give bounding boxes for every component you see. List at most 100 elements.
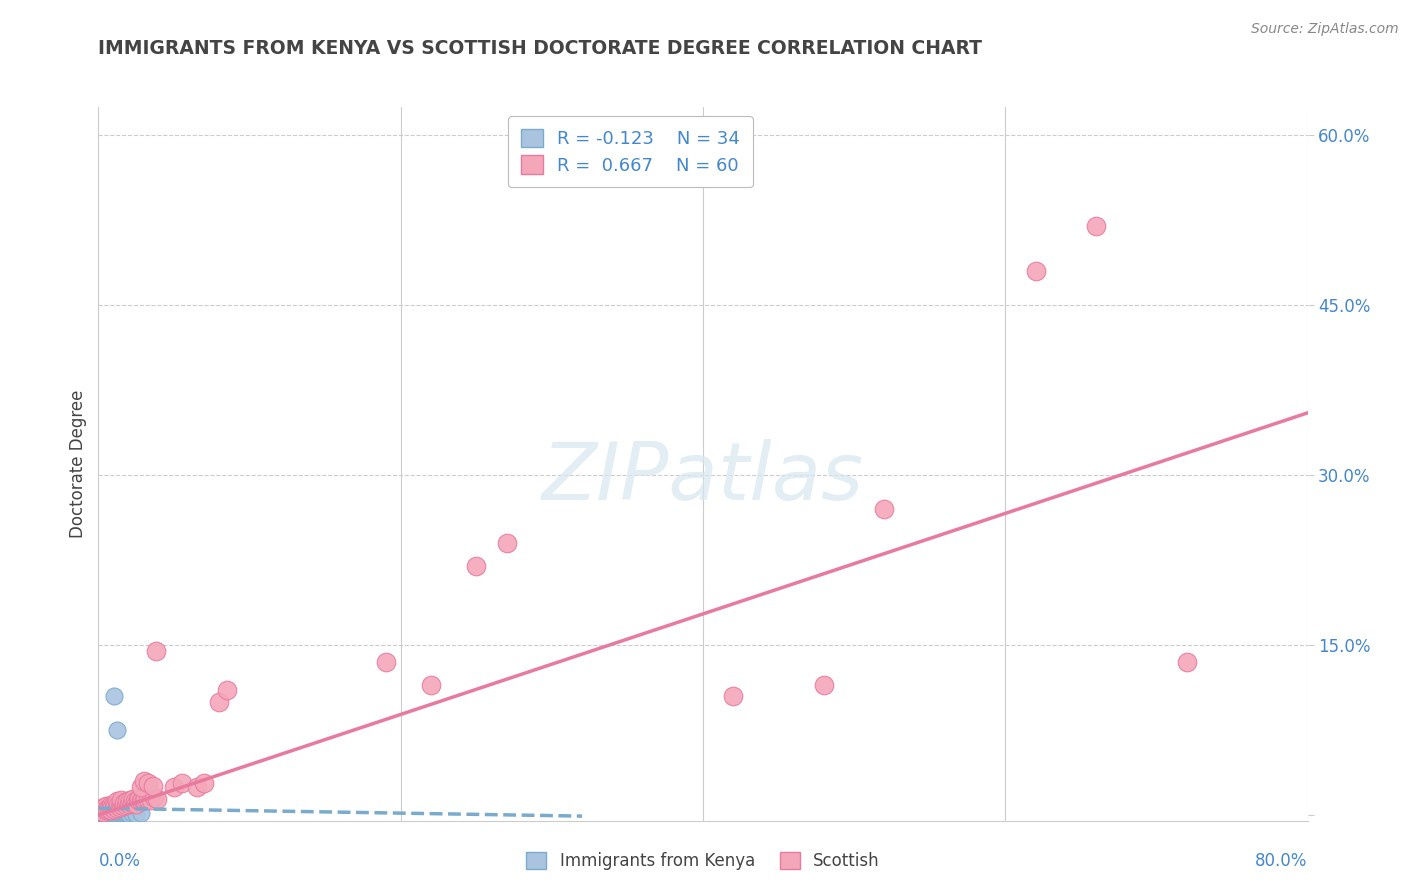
Point	[94, 798, 117, 813]
Point	[93, 806, 115, 821]
Point	[107, 797, 129, 812]
Point	[146, 792, 169, 806]
Point	[96, 802, 118, 816]
Point	[145, 644, 167, 658]
Point	[96, 805, 118, 819]
Point	[142, 779, 165, 793]
Point	[107, 805, 129, 820]
Text: ZIPatlas: ZIPatlas	[541, 439, 865, 517]
Point	[112, 796, 135, 810]
Point	[114, 806, 136, 821]
Point	[105, 806, 128, 821]
Text: IMMIGRANTS FROM KENYA VS SCOTTISH DOCTORATE DEGREE CORRELATION CHART: IMMIGRANTS FROM KENYA VS SCOTTISH DOCTOR…	[98, 39, 983, 58]
Point	[129, 794, 152, 808]
Point	[121, 805, 143, 820]
Point	[100, 806, 122, 821]
Point	[105, 794, 128, 808]
Point	[104, 805, 127, 820]
Point	[105, 801, 128, 815]
Point	[96, 806, 118, 821]
Y-axis label: Doctorate Degree: Doctorate Degree	[69, 390, 87, 538]
Point	[1024, 264, 1046, 278]
Point	[105, 805, 128, 819]
Point	[813, 678, 835, 692]
Point	[136, 792, 159, 806]
Point	[122, 792, 145, 806]
Point	[100, 804, 122, 818]
Point	[128, 791, 150, 805]
Point	[131, 792, 153, 806]
Point	[132, 793, 155, 807]
Point	[94, 806, 117, 821]
Point	[108, 806, 131, 821]
Point	[103, 797, 125, 811]
Point	[163, 780, 186, 794]
Point	[98, 806, 121, 821]
Point	[136, 776, 159, 790]
Point	[208, 695, 231, 709]
Text: Source: ZipAtlas.com: Source: ZipAtlas.com	[1251, 22, 1399, 37]
Point	[873, 502, 896, 516]
Point	[114, 797, 136, 812]
Point	[101, 805, 124, 820]
Point	[101, 800, 124, 814]
Point	[103, 689, 125, 703]
Point	[129, 805, 152, 820]
Point	[104, 798, 127, 813]
Point	[101, 804, 124, 818]
Point	[103, 805, 125, 819]
Point	[132, 774, 155, 789]
Point	[110, 793, 132, 807]
Point	[100, 805, 122, 819]
Point	[90, 802, 112, 816]
Point	[193, 776, 215, 790]
Point	[115, 805, 138, 820]
Point	[94, 805, 117, 820]
Point	[110, 805, 132, 820]
Legend: Immigrants from Kenya, Scottish: Immigrants from Kenya, Scottish	[520, 845, 886, 877]
Point	[1085, 219, 1108, 233]
Point	[143, 789, 166, 804]
Point	[93, 805, 115, 820]
Point	[141, 793, 163, 807]
Point	[100, 797, 122, 812]
Point	[91, 805, 114, 819]
Point	[108, 800, 131, 814]
Point	[98, 805, 121, 820]
Point	[115, 794, 138, 808]
Point	[105, 723, 128, 737]
Point	[465, 558, 488, 573]
Point	[111, 806, 134, 821]
Point	[374, 655, 396, 669]
Point	[110, 797, 132, 811]
Point	[186, 780, 208, 794]
Point	[93, 800, 115, 814]
Text: 0.0%: 0.0%	[98, 853, 141, 871]
Point	[118, 797, 141, 811]
Point	[103, 806, 125, 821]
Point	[124, 794, 146, 808]
Point	[98, 801, 121, 815]
Point	[170, 776, 193, 790]
Point	[1175, 655, 1198, 669]
Point	[495, 536, 517, 550]
Point	[94, 804, 117, 818]
Point	[125, 797, 148, 811]
Point	[111, 798, 134, 813]
Point	[103, 802, 125, 816]
Point	[215, 683, 238, 698]
Point	[112, 805, 135, 820]
Point	[89, 806, 111, 821]
Point	[134, 791, 156, 805]
Point	[420, 678, 443, 692]
Text: 80.0%: 80.0%	[1256, 853, 1308, 871]
Point	[91, 806, 114, 821]
Point	[120, 793, 142, 807]
Point	[91, 805, 114, 819]
Point	[127, 793, 149, 807]
Point	[723, 689, 745, 703]
Point	[125, 806, 148, 821]
Point	[90, 805, 112, 820]
Point	[121, 796, 143, 810]
Point	[118, 806, 141, 821]
